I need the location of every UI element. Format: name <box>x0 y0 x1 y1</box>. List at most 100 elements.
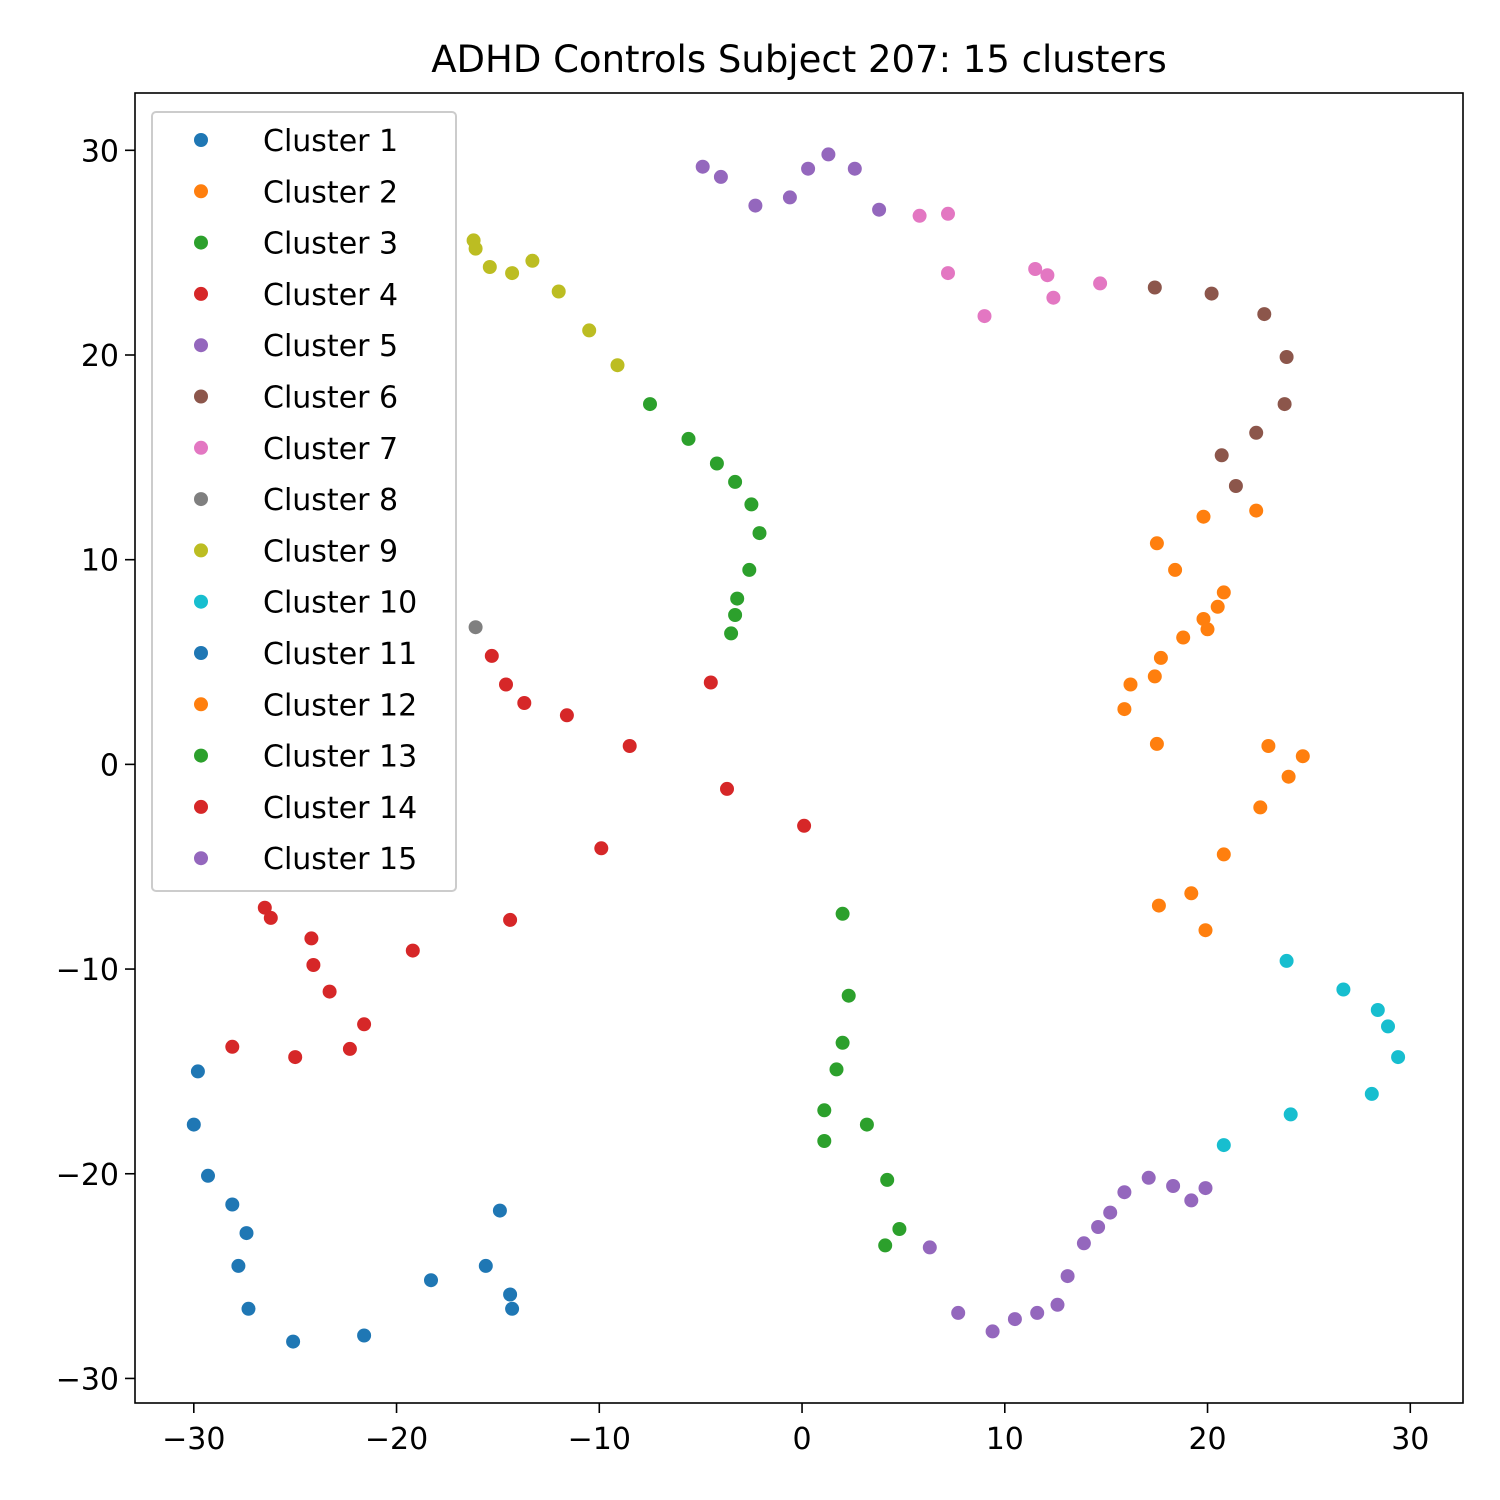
point-cluster-15 <box>1060 1269 1075 1284</box>
point-cluster-14 <box>304 931 319 946</box>
legend-label-cluster-6: Cluster 6 <box>263 381 398 416</box>
point-cluster-4 <box>484 648 499 663</box>
point-cluster-14 <box>257 900 272 915</box>
plot-frame <box>134 92 1464 1404</box>
point-cluster-6 <box>1228 479 1243 493</box>
point-cluster-3 <box>742 562 757 577</box>
point-cluster-12 <box>1184 886 1199 901</box>
point-cluster-5 <box>847 161 862 176</box>
point-cluster-12 <box>1253 800 1268 815</box>
x-axis: −30 −20 −10 0 10 20 30 <box>162 1403 1429 1457</box>
point-cluster-15 <box>1166 1179 1181 1193</box>
point-cluster-4 <box>797 818 812 833</box>
legend-label-cluster-11: Cluster 11 <box>263 637 417 672</box>
point-cluster-3 <box>728 608 743 622</box>
x-tick-label: 0 <box>792 1422 811 1457</box>
legend-label-cluster-9: Cluster 9 <box>263 534 398 569</box>
point-cluster-11 <box>241 1301 256 1316</box>
point-cluster-2 <box>1176 630 1191 645</box>
point-cluster-13 <box>878 1238 893 1253</box>
point-cluster-11 <box>478 1258 493 1273</box>
point-cluster-3 <box>724 626 739 641</box>
point-cluster-14 <box>225 1039 240 1054</box>
legend-label-cluster-14: Cluster 14 <box>263 791 417 826</box>
legend-label-cluster-3: Cluster 3 <box>263 227 398 262</box>
point-cluster-11 <box>503 1287 518 1302</box>
point-cluster-4 <box>703 675 718 690</box>
point-cluster-7 <box>977 309 992 324</box>
legend-marker-cluster-15 <box>194 851 208 866</box>
y-tick-label: 10 <box>81 544 119 579</box>
point-cluster-7 <box>1046 290 1061 305</box>
point-cluster-10 <box>1279 953 1294 968</box>
point-cluster-3 <box>752 526 767 541</box>
legend-marker-cluster-12 <box>194 697 208 712</box>
point-cluster-8 <box>468 620 483 635</box>
legend-marker-cluster-2 <box>194 184 208 199</box>
chart-title: ADHD Controls Subject 207: 15 clusters <box>431 38 1167 81</box>
point-cluster-12 <box>1261 739 1276 753</box>
legend-label-cluster-5: Cluster 5 <box>263 329 398 364</box>
point-cluster-4 <box>594 841 609 856</box>
legend-label-cluster-15: Cluster 15 <box>263 842 417 877</box>
point-cluster-15 <box>1141 1170 1156 1185</box>
legend-label-cluster-12: Cluster 12 <box>263 688 417 723</box>
point-cluster-2 <box>1123 677 1138 692</box>
point-cluster-10 <box>1391 1050 1406 1065</box>
point-cluster-11 <box>225 1197 240 1212</box>
point-cluster-15 <box>1050 1297 1065 1312</box>
point-cluster-7 <box>912 208 927 223</box>
point-cluster-13 <box>841 988 856 1003</box>
x-tick-label: 30 <box>1391 1422 1429 1457</box>
x-tick-label: −10 <box>568 1422 631 1457</box>
point-cluster-14 <box>405 943 420 958</box>
point-cluster-13 <box>817 1134 832 1148</box>
point-cluster-10 <box>1216 1138 1231 1153</box>
point-cluster-6 <box>1214 448 1229 463</box>
point-cluster-11 <box>231 1258 246 1273</box>
point-cluster-10 <box>1381 1019 1395 1034</box>
point-cluster-10 <box>1370 1003 1385 1017</box>
point-cluster-10 <box>1283 1107 1298 1122</box>
point-cluster-2 <box>1249 503 1264 518</box>
point-cluster-11 <box>239 1226 254 1241</box>
y-tick-label: 30 <box>81 134 119 169</box>
point-cluster-11 <box>186 1117 201 1132</box>
legend-label-cluster-13: Cluster 13 <box>263 740 417 775</box>
point-cluster-6 <box>1277 397 1292 412</box>
point-cluster-2 <box>1153 650 1168 665</box>
point-cluster-14 <box>306 958 321 972</box>
legend-marker-cluster-8 <box>194 492 208 507</box>
x-tick-label: −30 <box>162 1422 225 1457</box>
point-cluster-3 <box>681 431 696 446</box>
point-cluster-7 <box>941 266 955 281</box>
point-cluster-5 <box>872 202 887 217</box>
point-cluster-7 <box>941 206 955 221</box>
point-cluster-5 <box>821 147 836 162</box>
y-tick-label: −30 <box>56 1362 119 1397</box>
x-tick-label: −20 <box>365 1422 428 1457</box>
point-cluster-14 <box>288 1050 303 1065</box>
legend-label-cluster-8: Cluster 8 <box>263 483 398 518</box>
point-cluster-4 <box>622 739 637 753</box>
legend-marker-cluster-5 <box>194 338 208 353</box>
point-cluster-15 <box>1103 1205 1118 1220</box>
legend-label-cluster-1: Cluster 1 <box>263 124 398 159</box>
point-cluster-4 <box>559 708 574 723</box>
point-cluster-11 <box>424 1273 438 1288</box>
point-cluster-11 <box>190 1064 205 1079</box>
y-tick-label: −20 <box>56 1158 119 1193</box>
point-cluster-7 <box>1028 262 1043 276</box>
point-cluster-4 <box>720 781 734 796</box>
point-cluster-15 <box>1184 1193 1199 1208</box>
point-cluster-2 <box>1210 599 1225 614</box>
point-cluster-13 <box>817 1103 832 1118</box>
point-cluster-14 <box>342 1041 357 1056</box>
point-cluster-13 <box>892 1222 907 1236</box>
point-cluster-15 <box>1076 1236 1091 1251</box>
point-cluster-6 <box>1279 350 1294 364</box>
point-cluster-11 <box>505 1301 520 1316</box>
point-cluster-5 <box>695 159 710 174</box>
point-cluster-13 <box>835 1035 850 1050</box>
